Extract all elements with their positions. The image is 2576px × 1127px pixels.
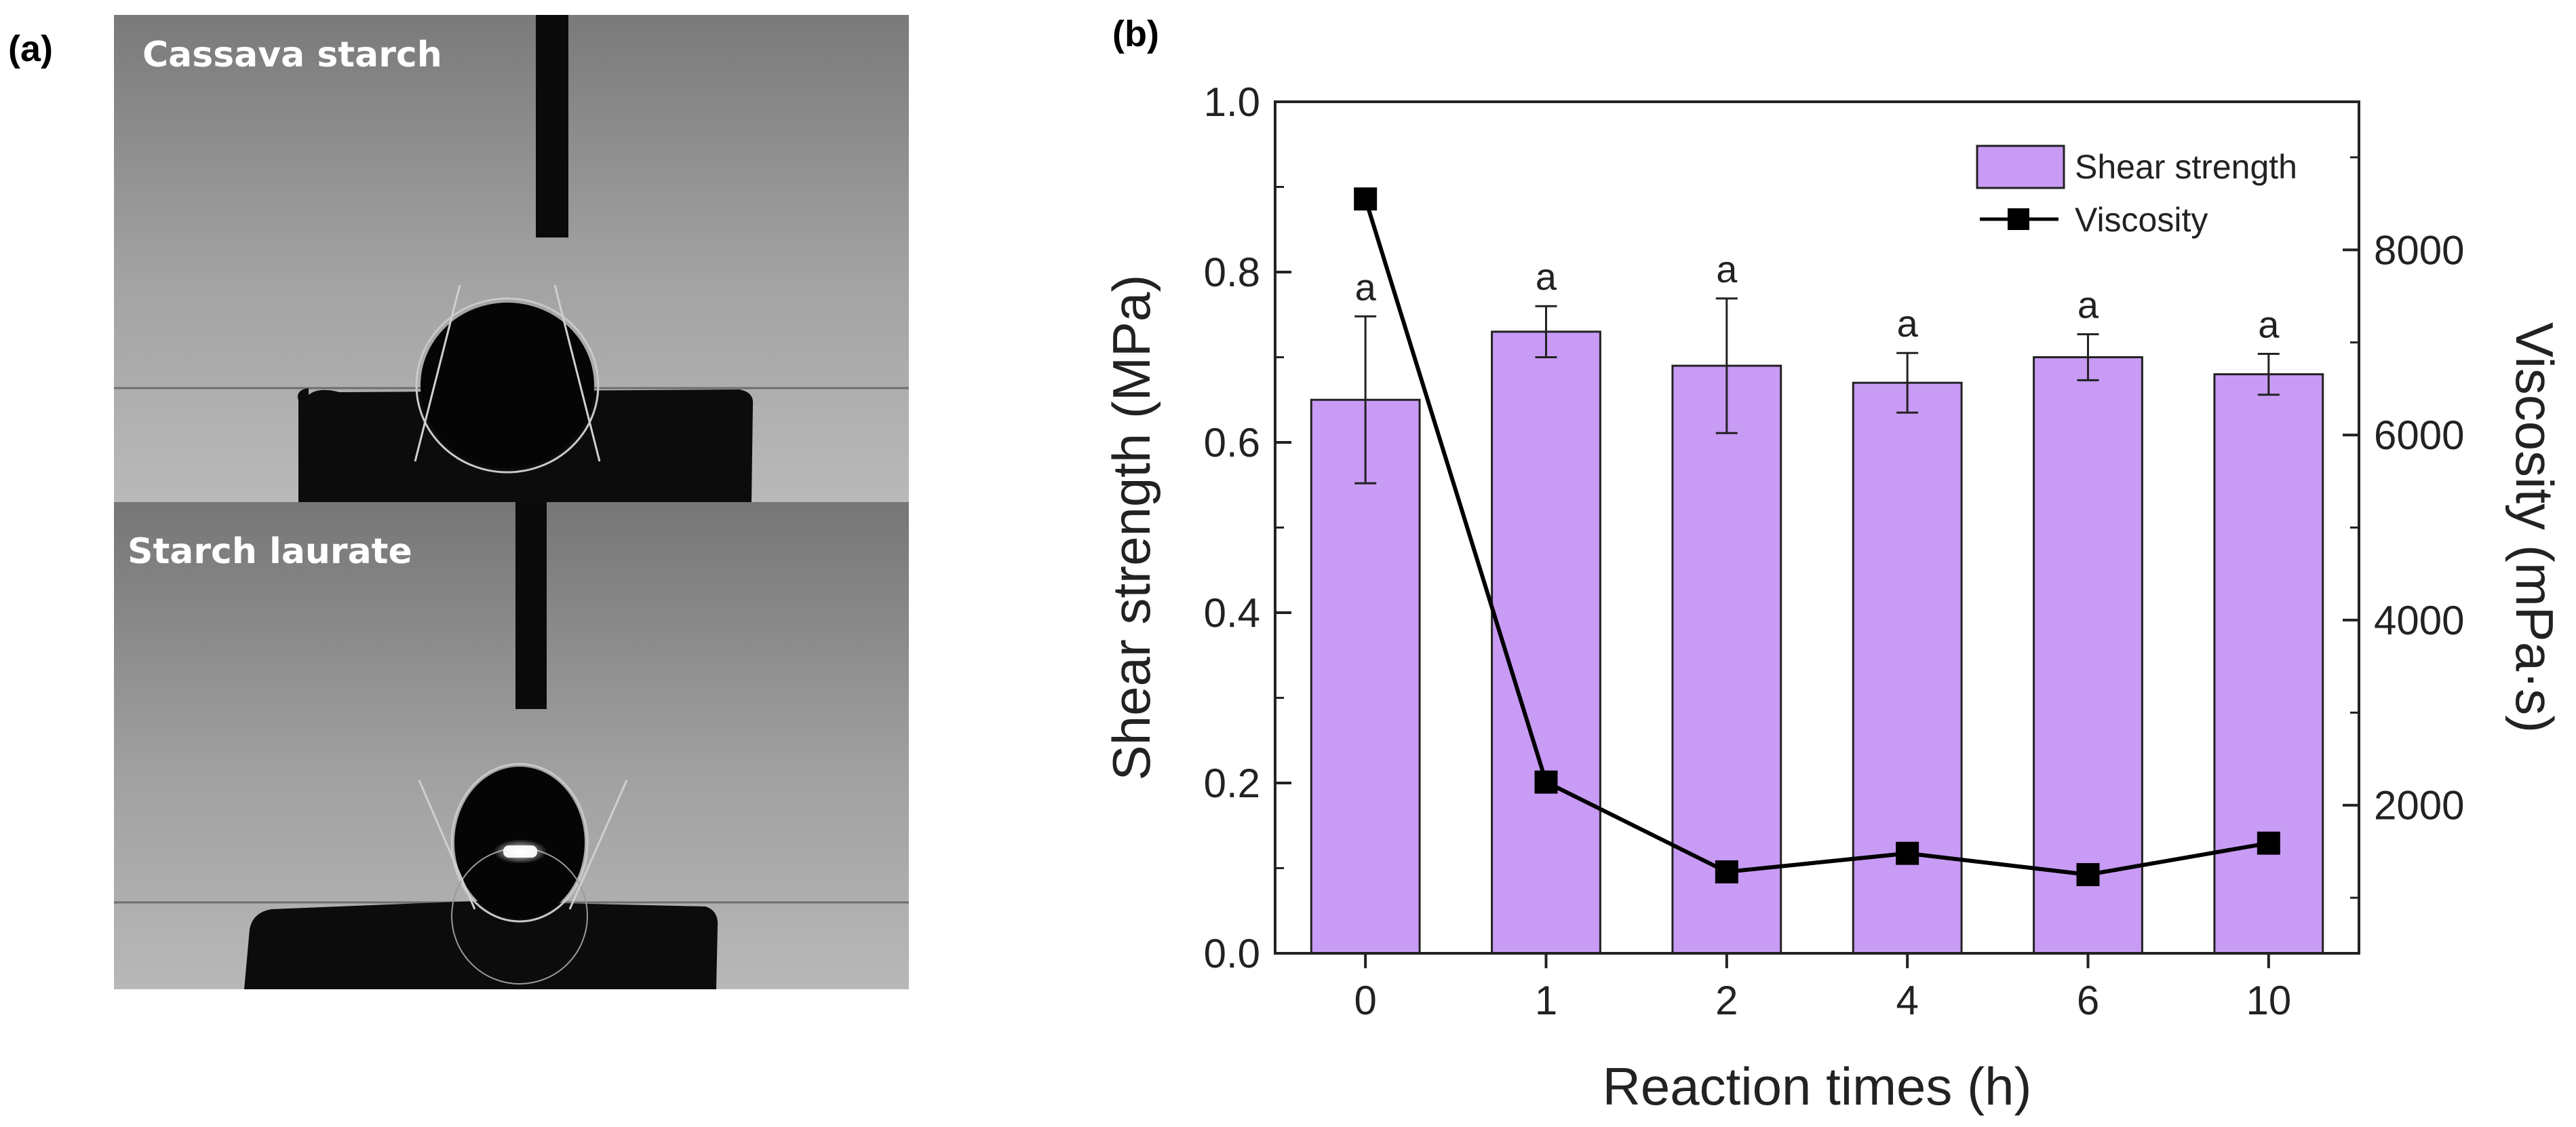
photo-cassava-starch: Cassava starch: [114, 15, 909, 502]
needle-icon: [515, 502, 547, 709]
x-tick-label: 6: [2077, 978, 2099, 1023]
y2-tick-label: 2000: [2374, 783, 2464, 828]
photo-label: Starch laurate: [128, 531, 412, 572]
legend: Shear strength Viscosity: [1976, 145, 2297, 239]
viscosity-point-6h: [2076, 863, 2100, 887]
viscosity-point-2h: [1715, 860, 1738, 883]
panel-a-label: (a): [8, 28, 53, 69]
legend-label-viscosity: Viscosity: [2075, 201, 2208, 239]
viscosity-point-10h: [2257, 831, 2280, 855]
bar-1h: [1491, 330, 1601, 955]
y2-tick-label: 6000: [2374, 413, 2464, 458]
panel-b-label: (b): [1112, 14, 1159, 54]
bar-0h: [1310, 398, 1421, 955]
photo-starch-laurate: Starch laurate: [114, 502, 909, 989]
significance-letter: a: [1897, 302, 1919, 345]
legend-marker-viscosity: [2008, 208, 2029, 230]
x-tick-label: 2: [1715, 978, 1738, 1023]
significance-letter: a: [1716, 248, 1738, 290]
significance-letter: a: [1536, 255, 1557, 298]
viscosity-point-4h: [1896, 841, 1919, 865]
bar-10h: [2213, 373, 2324, 955]
y-tick-label: 0.8: [1204, 250, 1260, 295]
x-tick-label: 10: [2246, 978, 2291, 1023]
y2-tick-label: 4000: [2374, 598, 2464, 643]
x-tick-label: 0: [1354, 978, 1376, 1023]
y-tick-label: 0.0: [1204, 931, 1260, 976]
legend-label-shear-strength: Shear strength: [2075, 148, 2297, 186]
photo-label: Cassava starch: [142, 35, 442, 75]
viscosity-point-0h: [1354, 187, 1378, 211]
y2-axis-title: Viscosity (mPa·s): [2505, 322, 2564, 733]
y2-tick-label: 8000: [2374, 227, 2464, 273]
viscosity-line: [1363, 198, 2269, 877]
legend-swatch-shear-strength: [1976, 145, 2065, 189]
significance-letter: a: [2077, 284, 2099, 326]
shear-viscosity-chart: a a a a a a 0.0 0.2 0.4 0.6 0.8 1.0 2000 4000 6000 80…: [1101, 79, 2564, 1116]
x-axis-title: Reaction times (h): [1603, 1056, 2032, 1116]
significance-letter: a: [1355, 265, 1377, 308]
viscosity-point-1h: [1534, 770, 1558, 794]
needle-icon: [536, 15, 568, 237]
x-tick-label: 1: [1535, 978, 1557, 1023]
substrate-block: [244, 901, 718, 989]
y-axis-title: Shear strength (MPa): [1101, 275, 1161, 781]
y-tick-label: 1.0: [1204, 79, 1260, 125]
significance-letter: a: [2258, 303, 2280, 345]
y-tick-label: 0.2: [1204, 761, 1260, 806]
droplet-icon: [421, 303, 594, 468]
x-tick-label: 4: [1896, 978, 1918, 1023]
y-tick-label: 0.6: [1204, 420, 1260, 465]
bar-4h: [1852, 381, 1963, 955]
y-tick-label: 0.4: [1204, 590, 1260, 636]
